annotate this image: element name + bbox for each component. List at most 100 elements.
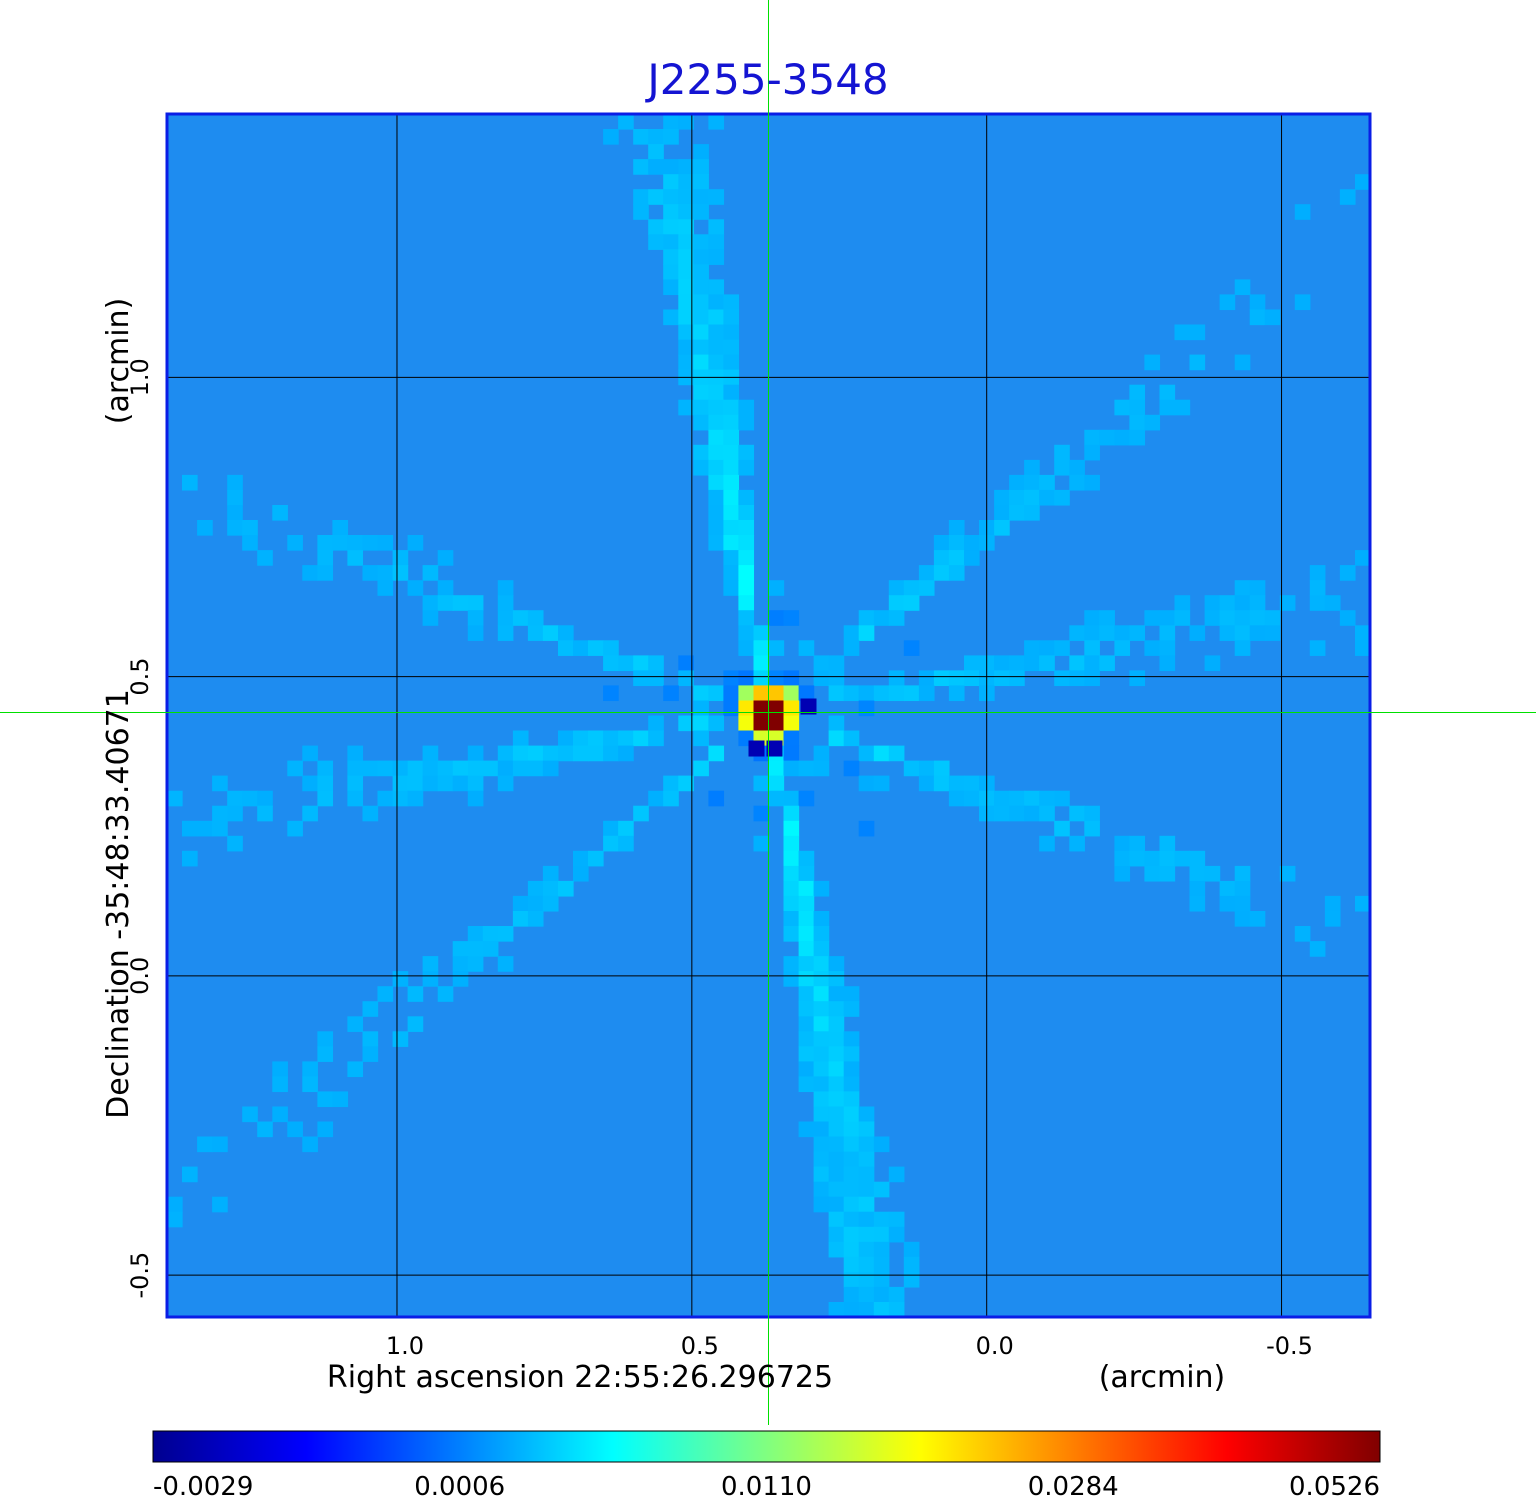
image-pixel: [783, 820, 800, 837]
image-pixel: [858, 1302, 875, 1317]
image-pixel: [317, 790, 334, 807]
image-pixel: [964, 670, 980, 687]
image-pixel: [813, 941, 830, 957]
image-pixel: [1159, 640, 1176, 656]
image-pixel: [1129, 670, 1146, 687]
image-pixel: [1009, 790, 1025, 807]
image-pixel: [648, 144, 664, 160]
image-pixel: [783, 610, 800, 626]
image-pixel: [708, 354, 725, 371]
image-pixel: [723, 354, 740, 371]
image-pixel: [1219, 895, 1236, 912]
image-pixel: [242, 790, 258, 807]
image-pixel: [708, 505, 725, 521]
image-pixel: [693, 760, 709, 777]
image-pixel: [708, 294, 725, 311]
image-pixel: [512, 911, 529, 927]
image-pixel: [843, 1061, 860, 1078]
image-pixel: [800, 698, 817, 715]
image-pixel: [392, 790, 409, 807]
image-pixel: [678, 715, 694, 732]
image-pixel: [347, 775, 364, 792]
image-pixel: [362, 1001, 379, 1017]
image-pixel: [708, 535, 725, 551]
image-pixel: [422, 956, 439, 972]
image-pixel: [708, 429, 725, 446]
image-pixel: [738, 489, 755, 506]
image-pixel: [678, 174, 694, 190]
image-pixel: [783, 956, 800, 972]
image-pixel: [242, 1106, 258, 1123]
image-pixel: [512, 610, 529, 626]
image-pixel: [828, 1226, 845, 1243]
image-pixel: [798, 790, 815, 807]
image-pixel: [633, 730, 649, 747]
image-pixel: [467, 956, 484, 972]
image-pixel: [527, 625, 544, 641]
image-pixel: [858, 610, 875, 626]
image-pixel: [663, 309, 679, 326]
image-pixel: [1189, 625, 1206, 641]
image-pixel: [1339, 189, 1356, 205]
image-pixel: [828, 1196, 845, 1213]
image-pixel: [768, 790, 785, 807]
image-pixel: [663, 264, 679, 281]
image-pixel: [678, 234, 694, 250]
image-pixel: [873, 1211, 890, 1228]
x-axis-label: Right ascension 22:55:26.296725: [327, 1360, 833, 1395]
image-pixel: [347, 1016, 364, 1032]
image-pixel: [1234, 911, 1251, 927]
image-pixel: [452, 760, 469, 777]
image-pixel: [603, 820, 619, 837]
image-pixel: [1129, 414, 1146, 431]
image-pixel: [618, 745, 634, 762]
image-pixel: [197, 1136, 213, 1153]
image-pixel: [227, 790, 243, 807]
image-pixel: [317, 1046, 334, 1062]
image-pixel: [452, 941, 469, 957]
image-pixel: [648, 219, 664, 235]
image-pixel: [227, 835, 243, 852]
image-pixel: [317, 1031, 334, 1047]
image-pixel: [678, 339, 694, 356]
image-pixel: [813, 986, 830, 1002]
image-pixel: [693, 324, 709, 341]
image-pixel: [693, 715, 709, 732]
image-pixel: [783, 745, 800, 762]
image-pixel: [994, 655, 1010, 672]
image-pixel: [1144, 640, 1161, 656]
image-pixel: [798, 640, 815, 656]
image-pixel: [843, 1151, 860, 1168]
image-pixel: [257, 550, 273, 566]
image-pixel: [783, 715, 800, 732]
image-pixel: [858, 1106, 875, 1123]
image-pixel: [828, 670, 845, 687]
image-pixel: [1174, 324, 1191, 341]
image-pixel: [287, 535, 303, 551]
image-pixel: [573, 730, 589, 747]
image-pixel: [798, 986, 815, 1002]
image-pixel: [888, 745, 905, 762]
image-pixel: [1084, 474, 1100, 491]
image-pixel: [467, 760, 484, 777]
image-pixel: [527, 760, 544, 777]
image-pixel: [227, 489, 243, 506]
image-pixel: [753, 775, 770, 792]
image-pixel: [1234, 895, 1251, 912]
image-pixel: [1129, 399, 1146, 416]
image-pixel: [1294, 204, 1311, 220]
image-pixel: [933, 550, 950, 566]
image-pixel: [1249, 911, 1266, 927]
image-pixel: [693, 384, 709, 401]
image-pixel: [633, 670, 649, 687]
image-pixel: [1204, 595, 1221, 611]
image-pixel: [573, 865, 589, 882]
chart-title: J2255-3548: [644, 55, 888, 104]
image-pixel: [798, 1001, 815, 1017]
image-pixel: [347, 535, 364, 551]
image-pixel: [573, 745, 589, 762]
image-pixel: [768, 685, 785, 702]
image-pixel: [738, 685, 755, 702]
image-pixel: [964, 655, 980, 672]
